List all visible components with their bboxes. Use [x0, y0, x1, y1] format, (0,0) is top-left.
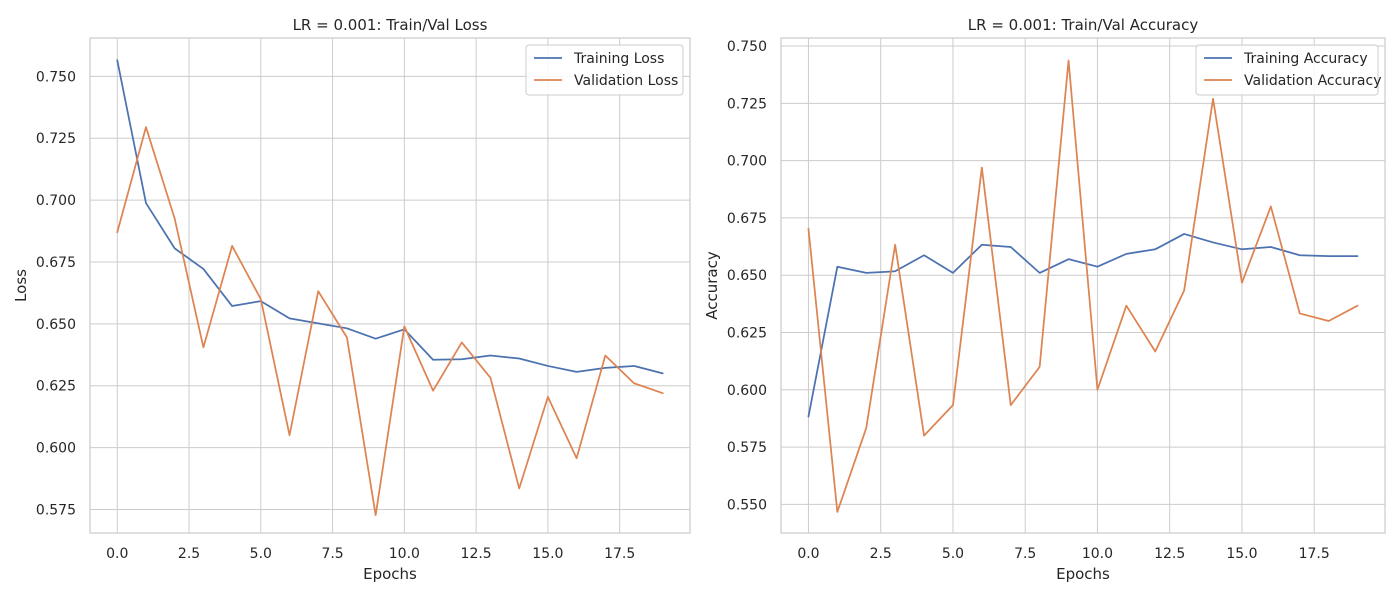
loss-y-tick-label: 0.725	[36, 131, 76, 147]
accuracy-y-tick-label: 0.750	[727, 39, 767, 55]
accuracy-y-tick-label: 0.600	[727, 383, 767, 399]
validation-accuracy-line	[807, 59, 1359, 513]
accuracy-x-tick-label: 2.5	[870, 546, 892, 562]
accuracy-y-tick-label: 0.625	[727, 325, 767, 341]
accuracy-y-tick-label: 0.650	[727, 268, 767, 284]
loss-y-tick-label: 0.625	[36, 379, 76, 395]
loss-legend-box	[525, 44, 684, 96]
accuracy-x-tick-label: 5.0	[942, 546, 964, 562]
accuracy-x-tick-label: 12.5	[1154, 546, 1185, 562]
loss-y-axis-label: Loss	[12, 269, 30, 302]
accuracy-x-tick-label: 7.5	[1014, 546, 1036, 562]
accuracy-plot-area	[781, 38, 1385, 533]
loss-x-tick-label: 17.5	[604, 546, 635, 562]
loss-y-tick-label: 0.600	[36, 441, 76, 457]
accuracy-y-tick-label: 0.700	[727, 154, 767, 170]
loss-y-tick-label: 0.575	[36, 502, 76, 518]
training-loss-line	[116, 59, 664, 375]
accuracy-y-tick-label: 0.550	[727, 497, 767, 513]
validation-accuracy-legend-label: Validation Accuracy	[1244, 73, 1382, 89]
training-accuracy-line	[807, 233, 1359, 418]
validation-loss-legend-label: Validation Loss	[574, 73, 678, 89]
loss-x-tick-label: 2.5	[178, 546, 200, 562]
accuracy-x-tick-label: 0.0	[797, 546, 819, 562]
accuracy-x-tick-label: 10.0	[1082, 546, 1113, 562]
loss-x-tick-label: 12.5	[461, 546, 492, 562]
accuracy-y-tick-label: 0.575	[727, 440, 767, 456]
loss-chart-panel: 0.0 2.5 5.0 7.5 10.0 12.5 15.0 17.5 0.575 0.600 0.…	[12, 16, 691, 583]
loss-x-tick-label: 10.0	[389, 546, 420, 562]
loss-y-tick-label: 0.700	[36, 193, 76, 209]
loss-legend: Training Loss Validation Loss	[525, 44, 684, 96]
validation-loss-line	[116, 126, 664, 517]
loss-x-tick-label: 0.0	[106, 546, 128, 562]
accuracy-chart-title: LR = 0.001: Train/Val Accuracy	[968, 16, 1199, 34]
loss-y-tick-label: 0.750	[36, 69, 76, 85]
accuracy-legend: Training Accuracy Validation Accuracy	[1195, 44, 1382, 96]
accuracy-legend-box	[1195, 44, 1379, 96]
loss-axes-frame	[89, 37, 691, 534]
loss-grid	[90, 38, 690, 533]
loss-x-axis-label: Epochs	[363, 565, 417, 583]
accuracy-x-axis-label: Epochs	[1056, 565, 1110, 583]
accuracy-y-tick-label: 0.725	[727, 96, 767, 112]
accuracy-y-axis-label: Accuracy	[703, 251, 721, 320]
loss-plot-area	[90, 38, 690, 533]
loss-y-tick-label: 0.675	[36, 255, 76, 271]
accuracy-x-tick-label: 15.0	[1226, 546, 1257, 562]
loss-x-tick-label: 15.0	[532, 546, 563, 562]
training-loss-legend-label: Training Loss	[573, 51, 664, 67]
loss-x-tick-label: 5.0	[250, 546, 272, 562]
loss-chart-title: LR = 0.001: Train/Val Loss	[293, 16, 488, 34]
accuracy-x-tick-label: 17.5	[1299, 546, 1330, 562]
training-accuracy-legend-label: Training Accuracy	[1243, 51, 1368, 67]
accuracy-y-tick-label: 0.675	[727, 211, 767, 227]
loss-x-tick-label: 7.5	[321, 546, 343, 562]
accuracy-chart-panel: 0.0 2.5 5.0 7.5 10.0 12.5 15.0 17.5 0.550 0.575 0.…	[703, 16, 1386, 583]
accuracy-axes-frame	[780, 37, 1386, 534]
loss-y-tick-label: 0.650	[36, 317, 76, 333]
